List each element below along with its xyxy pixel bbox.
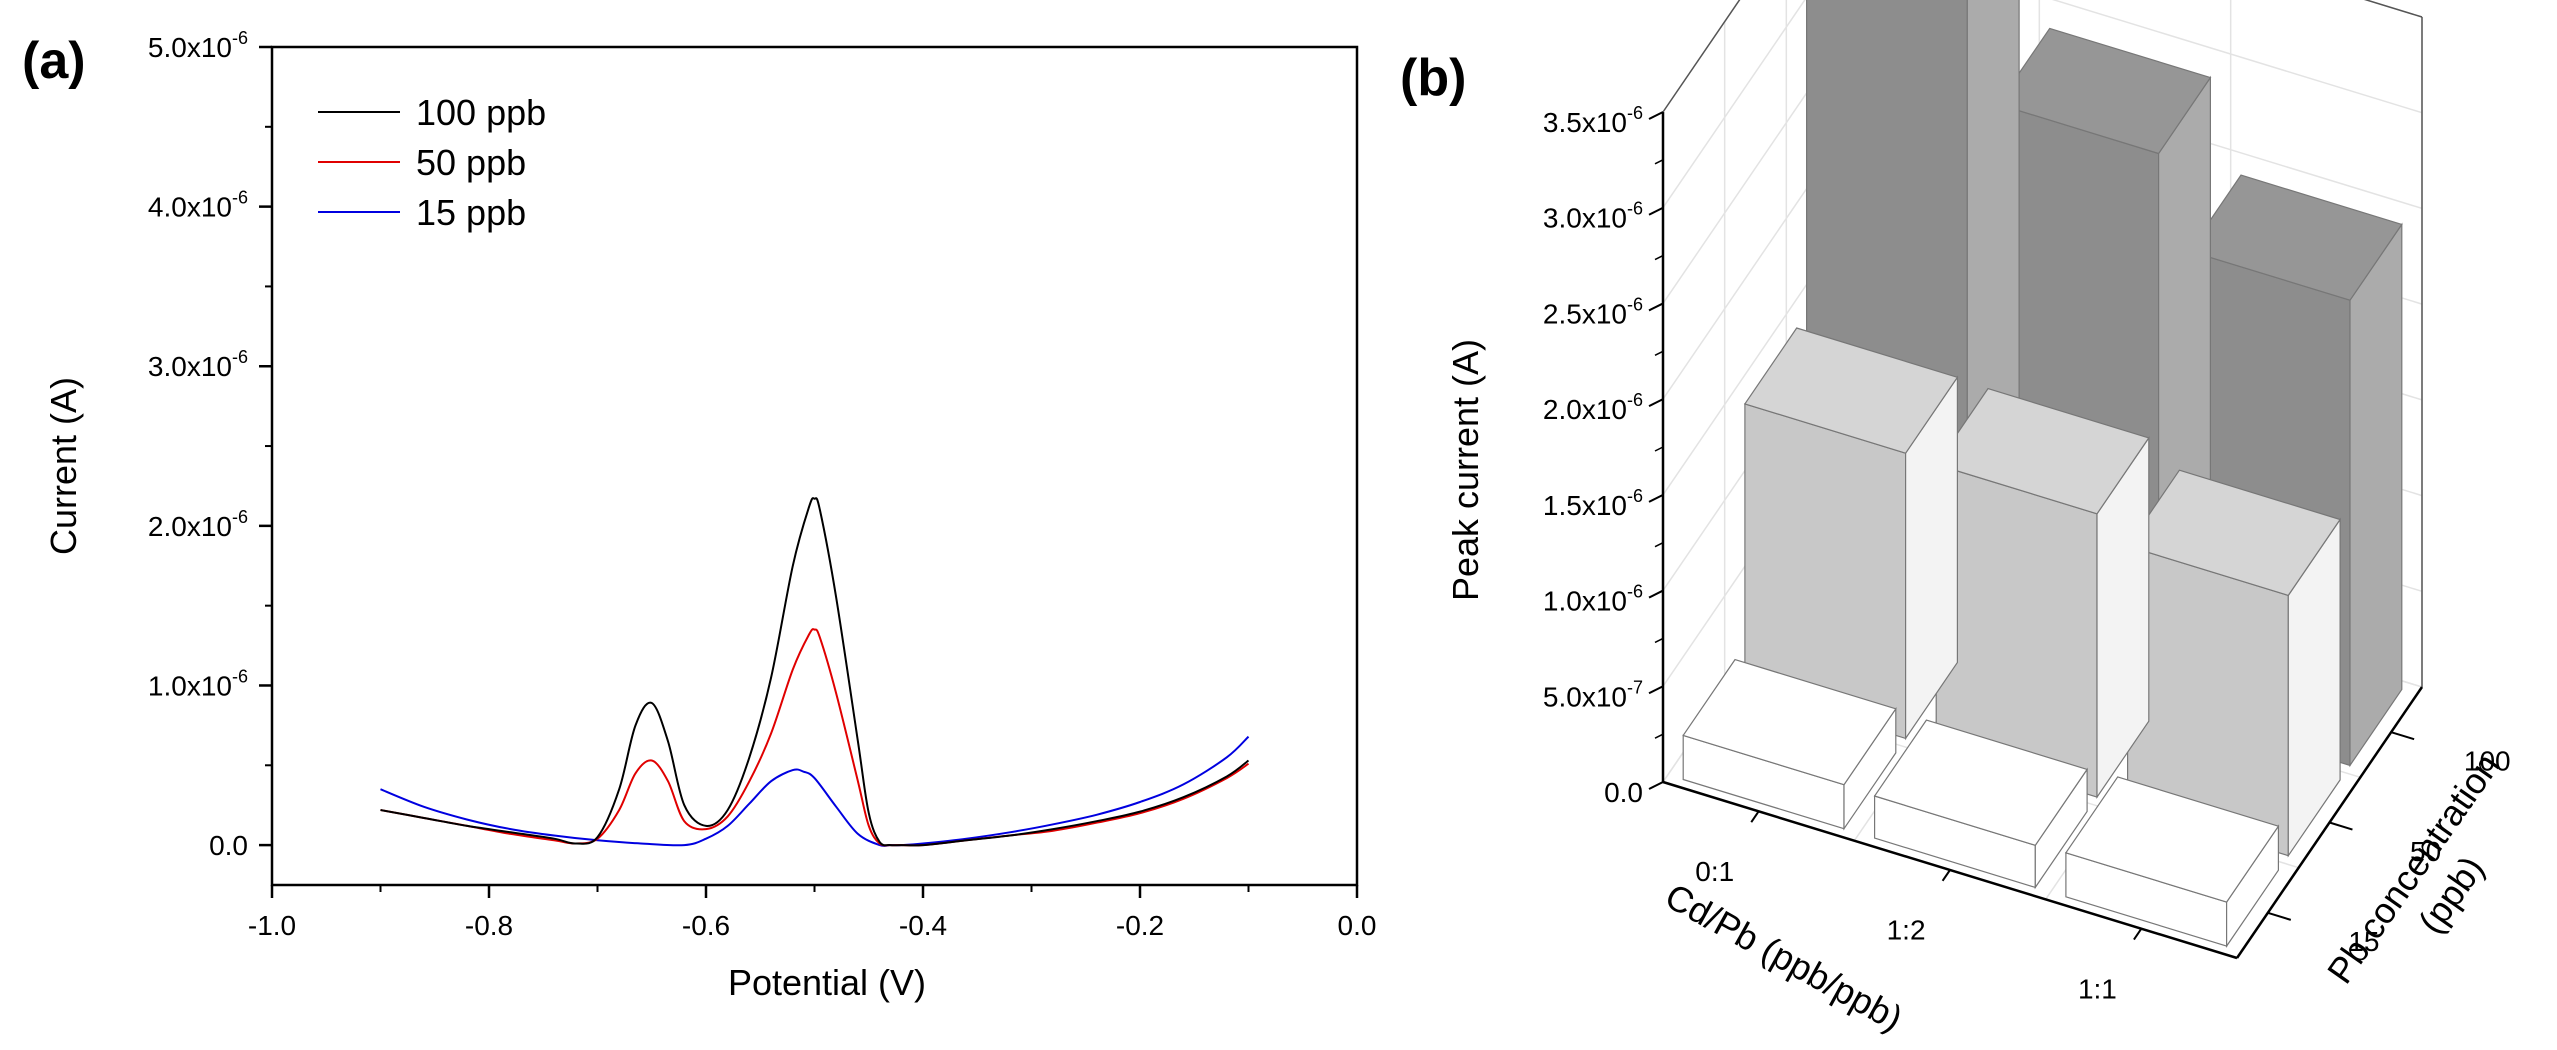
z-tick-mark [2390,731,2415,741]
y-minor-tick [1654,542,1664,548]
series-lines [380,497,1250,847]
y-tick-label: 1.5x10-6 [1543,486,1643,521]
legend: 100 ppb 50 ppb 15 ppb [318,92,546,233]
y-axis-ticks: 0.0 5.0x10-7 1.0x10-6 1.5x10-6 2.0x10-6 2.5x1… [1543,103,1664,808]
y-tick-mark [1648,781,1664,790]
x-tick-label: -0.8 [465,910,513,941]
legend-label: 50 ppb [416,142,526,183]
y-tick-mark [1648,302,1664,312]
bar-top-face [1873,719,2089,847]
z-category-label: 15 [2348,926,2379,957]
bar-top-face [1996,27,2212,155]
x-axis-title: Cd/Pb (ppb/ppb) [1659,875,1910,1039]
z-tick-mark [2329,821,2353,831]
y-tick-mark [1648,111,1664,120]
x-tick-label: -1.0 [248,910,296,941]
x-tick-label: 0.0 [1338,910,1377,941]
series-line-50-ppb [380,628,1250,847]
bars [1682,0,2403,949]
y-tick-label: 0.0 [1604,777,1643,808]
bar-top-face [2126,469,2342,597]
z-category-labels: 15 50 100 [2267,731,2511,957]
x-category-label: 1:1 [2078,973,2117,1004]
x-category-labels: 0:1 1:2 1:1 [1695,810,2143,1004]
y-minor-tick [1654,159,1664,165]
y-tick-mark [1648,398,1664,408]
bar-top-face [1682,658,1897,786]
x-category-label: 0:1 [1695,856,1734,887]
y-minor-tick [1654,254,1664,261]
y-tick-mark [1648,589,1664,599]
y-tick-label: 4.0x10-6 [148,188,248,223]
z-category-label: 100 [2464,746,2511,777]
bar-top-face [2064,776,2280,903]
bar-top-face [1743,327,1959,454]
y-tick-label: 5.0x10-7 [1543,677,1643,712]
y-axis-title: Peak current (A) [1445,339,1486,601]
y-minor-tick [1654,733,1664,739]
panel-b-3d-bar-chart: 0.0 5.0x10-7 1.0x10-6 1.5x10-6 2.0x10-6 2.5x1… [1445,0,2511,1039]
legend-label: 100 ppb [416,92,546,133]
x-tick-mark [1750,810,1760,823]
x-tick-mark [2133,928,2143,941]
y-tick-label: 3.0x10-6 [1543,199,1643,234]
y-tick-label: 1.0x10-6 [1543,582,1643,617]
bar-top-face [2188,174,2403,301]
y-axis-title: Current (A) [43,377,84,555]
y-tick-label: 5.0x10-6 [148,28,248,63]
x-axis-title: Potential (V) [728,962,926,1003]
y-tick-label: 3.5x10-6 [1543,103,1643,138]
y-tick-label: 1.0x10-6 [148,666,248,701]
bar-side-face [2349,222,2403,768]
bar-top-face [1935,387,2150,515]
y-tick-mark [1648,685,1664,695]
y-tick-label: 0.0 [209,830,248,861]
x-tick-label: -0.4 [899,910,947,941]
panel-a-label: (a) [22,32,86,90]
series-line-100-ppb [380,497,1250,847]
x-tick-mark [1941,869,1951,882]
z-category-label: 50 [2410,836,2441,867]
x-axis-ticks: -1.0 -0.8 -0.6 -0.4 -0.2 0.0 [248,885,1377,941]
y-tick-label: 2.0x10-6 [148,507,248,542]
y-minor-tick [1654,637,1664,644]
x-tick-label: -0.6 [682,910,730,941]
y-tick-label: 2.0x10-6 [1543,390,1643,425]
y-tick-mark [1648,493,1664,503]
y-tick-label: 2.5x10-6 [1543,294,1643,329]
legend-label: 15 ppb [416,192,526,233]
series-line-15-ppb [380,735,1250,847]
panel-a-line-chart: 0.0 1.0x10-6 2.0x10-6 3.0x10-6 4.0x10-6 5.0x1… [43,28,1376,1003]
x-tick-label: -0.2 [1116,910,1164,941]
x-category-label: 1:2 [1887,915,1926,946]
y-minor-tick [1654,446,1664,452]
panel-b-label: (b) [1400,49,1466,107]
axis-edge [1662,0,1741,113]
z-tick-mark [2267,911,2292,921]
y-tick-mark [1648,206,1664,216]
y-minor-tick [1654,350,1664,356]
y-tick-label: 3.0x10-6 [148,347,248,382]
y-axis-ticks: 0.0 1.0x10-6 2.0x10-6 3.0x10-6 4.0x10-6 5.0x1… [148,28,272,861]
